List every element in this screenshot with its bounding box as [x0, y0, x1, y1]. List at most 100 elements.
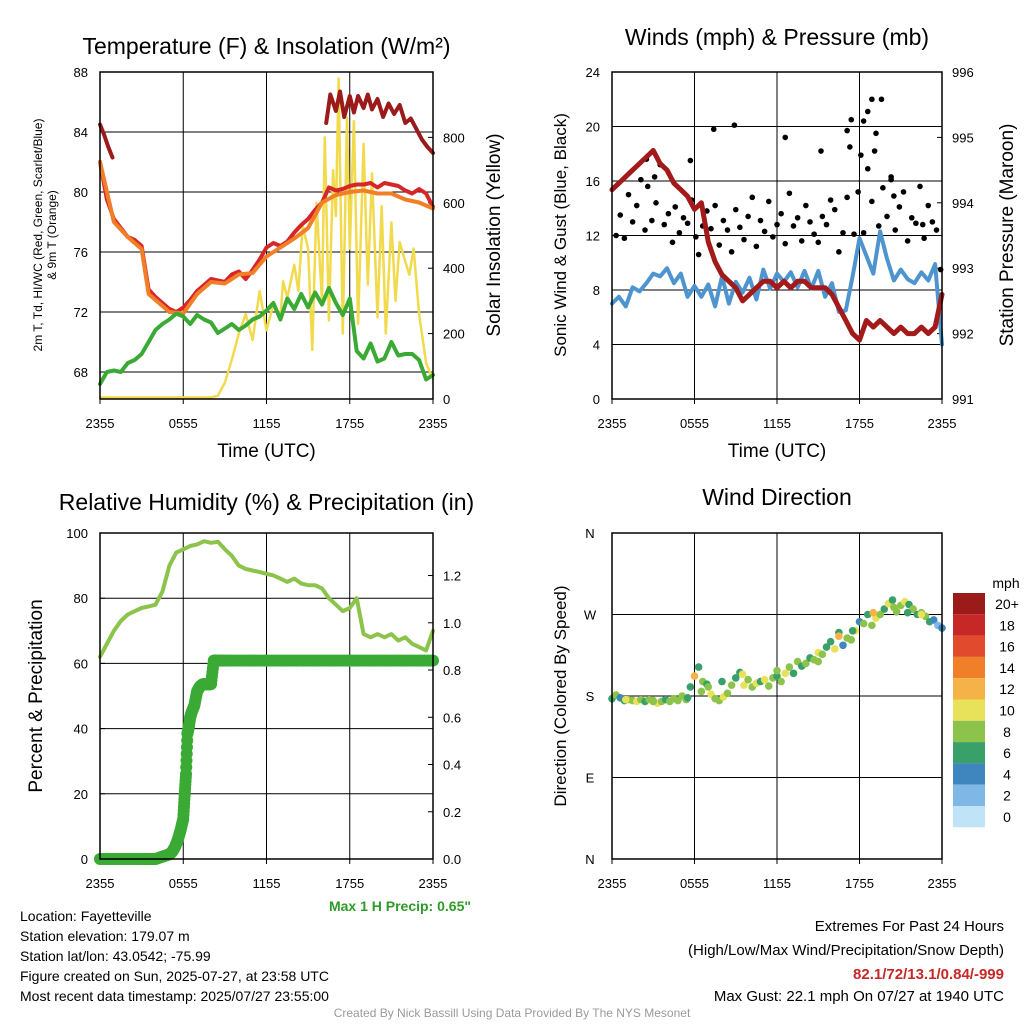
y2-tick-label: 0.2	[443, 805, 461, 820]
gust-point	[873, 130, 879, 137]
created-text: Figure created on Sun, 2025-07-27, at 23…	[20, 968, 329, 984]
direction-point	[777, 677, 785, 686]
gust-point	[929, 219, 936, 225]
direction-point	[814, 657, 823, 666]
gust-point	[617, 212, 624, 218]
x-tick-label: 2355	[419, 416, 448, 431]
direction-point	[869, 608, 878, 617]
direction-point	[876, 610, 884, 619]
direction-point	[731, 674, 740, 682]
direction-point	[917, 610, 926, 619]
wind-pressure-panel: 2355 0555 1155 1755 2355 Winds (mph) & Pressu…	[551, 24, 1018, 462]
y2-tick-label: 200	[443, 327, 465, 342]
direction-point	[785, 663, 794, 671]
extremes-title: Extremes For Past 24 Hours	[814, 918, 1004, 935]
plot-border	[611, 532, 943, 860]
gust-point	[782, 134, 789, 141]
y-tick-label: 4	[593, 338, 600, 353]
colorbar-swatch	[953, 635, 985, 657]
colorbar-label: 4	[1003, 766, 1011, 782]
plot-border	[611, 71, 943, 400]
direction-point	[723, 689, 732, 698]
gust-point	[819, 213, 826, 220]
y2-tick-label: 991	[952, 392, 974, 407]
temperature-insolation-panel: 2355 0555 1155 1755 2355 Temperature (F) & In…	[31, 33, 505, 462]
x-tick-label: 1155	[253, 876, 281, 891]
y-tick-label: 0	[81, 852, 88, 867]
direction-point	[718, 677, 726, 686]
direction-point	[690, 672, 699, 680]
y-axis-label: Percent & Precipitation	[26, 599, 47, 792]
colorbar-swatch	[953, 784, 985, 806]
x-tick-label: 1155	[253, 416, 281, 431]
gust-point	[921, 235, 927, 242]
direction-point	[764, 682, 773, 690]
direction-point	[929, 616, 938, 624]
gust-point	[888, 176, 894, 183]
colorbar-swatch	[953, 763, 985, 785]
gust-point	[884, 213, 890, 220]
y-tick-label: 12	[586, 229, 600, 244]
y2-tick-label: 996	[952, 65, 974, 80]
x-tick-label: 2355	[598, 416, 627, 431]
gust-point	[891, 193, 897, 199]
gust-point	[786, 190, 793, 197]
gust-point	[871, 148, 878, 154]
y-tick-label: 80	[74, 185, 88, 200]
gust-point	[669, 239, 676, 246]
y-tick-label: 20	[586, 120, 600, 135]
colorbar-label: 2	[1003, 788, 1011, 804]
colorbar-title: mph	[992, 575, 1019, 591]
gust-point	[741, 236, 747, 243]
direction-point	[773, 672, 781, 680]
y-tick-label: 60	[74, 656, 88, 671]
direction-point	[880, 605, 889, 613]
direction-point	[822, 643, 831, 651]
humidity-line	[98, 539, 435, 659]
y2-tick-label: 0	[443, 392, 450, 407]
temperature-series-line	[98, 286, 435, 386]
gust-point	[818, 148, 824, 154]
elevation-text: Station elevation: 179.07 m	[20, 928, 190, 944]
colorbar-label: 14	[999, 660, 1015, 676]
panel-title: Winds (mph) & Pressure (mb)	[625, 24, 929, 50]
colorbar-swatch	[953, 806, 985, 828]
x-tick-label: 1755	[335, 876, 364, 891]
y-tick-label: 20	[74, 787, 88, 802]
y2-tick-label: 1.2	[443, 569, 461, 584]
y2-tick-label: 995	[952, 130, 974, 145]
gust-point	[878, 96, 885, 103]
gust-point	[919, 221, 926, 228]
y2-tick-label: 0.4	[443, 758, 461, 773]
temperature-series-line	[324, 89, 435, 155]
gust-point	[925, 202, 932, 209]
y2-tick-label: 0.6	[443, 710, 461, 725]
y2-tick-label: 1.0	[443, 616, 461, 631]
gust-point	[749, 194, 756, 201]
direction-point	[847, 636, 856, 644]
panel-title: Temperature (F) & Insolation (W/m²)	[82, 33, 450, 59]
gust-point	[869, 198, 875, 205]
gust-point	[753, 243, 760, 250]
y2-tick-label: 800	[443, 130, 465, 145]
y-tick-label: 88	[74, 65, 88, 80]
y-axis-label: Sonic Wind & Gust (Blue, Black)	[551, 113, 570, 357]
gust-point	[803, 202, 809, 209]
y-axis-label: & 9m T (Orange)	[45, 190, 59, 280]
gust-point	[653, 200, 659, 206]
gust-point	[807, 219, 813, 225]
x-tick-label: 1755	[335, 416, 364, 431]
x-tick-label: 0555	[680, 416, 709, 431]
gust-point	[851, 231, 857, 237]
gust-point	[836, 249, 842, 255]
insolation-line	[98, 77, 435, 399]
direction-point	[704, 683, 713, 691]
gust-point	[827, 197, 834, 203]
y-axis-label: 2m T, Td, HI/WC (Red, Green, Scarlet/Blu…	[31, 119, 45, 352]
y-tick-label: 100	[66, 526, 88, 541]
x-axis-label: Time (UTC)	[217, 441, 316, 462]
gust-point	[684, 220, 691, 227]
extremes-subtitle: (High/Low/Max Wind/Precipitation/Snow De…	[688, 942, 1004, 959]
gust-point	[625, 191, 632, 198]
direction-point	[744, 675, 752, 684]
